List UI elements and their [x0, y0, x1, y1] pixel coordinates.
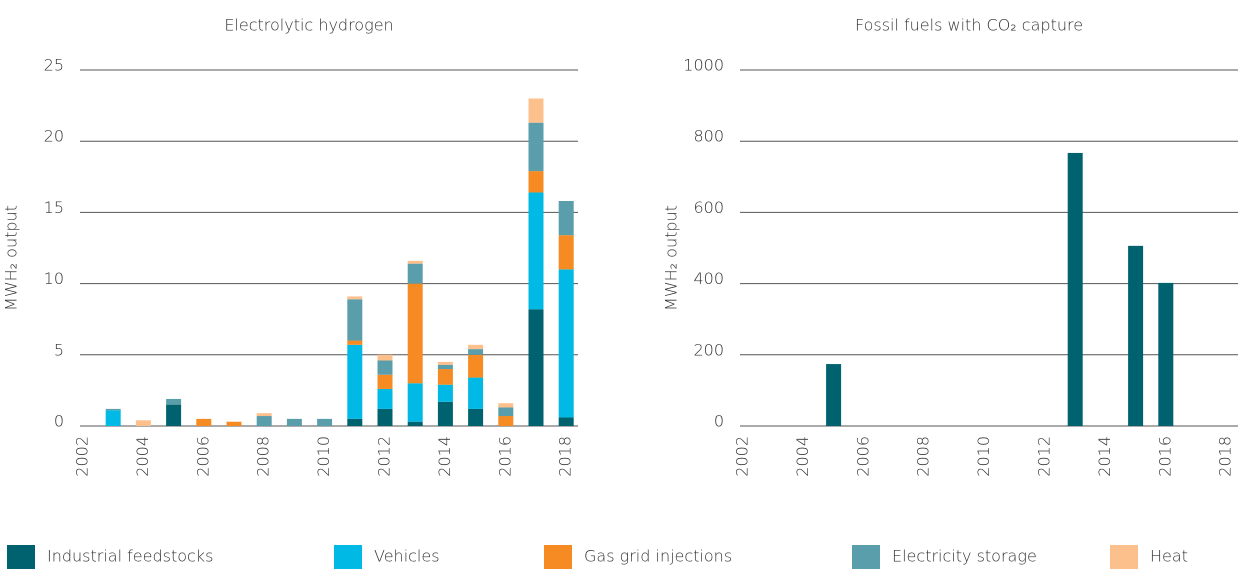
- bar-segment: [166, 398, 182, 405]
- x-tick-label: 2010: [314, 436, 333, 477]
- bar-segment: [407, 283, 423, 384]
- bar-segment: [105, 410, 121, 426]
- bar-segment: [528, 192, 544, 310]
- bar-segment: [437, 401, 453, 426]
- bar-segment: [498, 407, 514, 417]
- x-tick-label: 2002: [733, 436, 752, 477]
- bar-segment: [528, 309, 544, 426]
- y-tick-label: 25: [44, 56, 64, 75]
- y-axis-label: MWH₂ output: [2, 205, 21, 311]
- y-tick-label: 800: [693, 127, 724, 146]
- bar-segment: [347, 418, 363, 426]
- x-tick-label: 2018: [556, 436, 575, 477]
- y-tick-label: 1000: [683, 56, 724, 75]
- y-tick-label: 15: [44, 198, 64, 217]
- legend-label: Heat: [1150, 547, 1188, 566]
- chart-title: Electrolytic hydrogen: [224, 16, 393, 35]
- x-tick-label: 2016: [1155, 436, 1174, 477]
- bar-segment: [317, 418, 333, 426]
- bar: [1067, 152, 1083, 426]
- bar-segment: [407, 421, 423, 426]
- bar-segment: [437, 364, 453, 370]
- bar-segment: [468, 349, 484, 355]
- legend-swatch: [1110, 545, 1138, 569]
- legend-swatch: [7, 545, 35, 569]
- bar-segment: [377, 374, 393, 389]
- bar: [1158, 282, 1174, 426]
- x-tick-label: 2006: [193, 436, 212, 477]
- y-tick-label: 20: [44, 127, 64, 146]
- legend-label: Gas grid injections: [584, 547, 732, 566]
- x-tick-label: 2012: [375, 436, 394, 477]
- bar-segment: [558, 235, 574, 270]
- bar-segment: [468, 354, 484, 378]
- bar-segment: [558, 417, 574, 426]
- y-axis-label: MWH₂ output: [662, 205, 681, 311]
- bar-segment: [437, 361, 453, 365]
- bar-segment: [377, 388, 393, 409]
- bar-segment: [135, 420, 151, 426]
- bar-segment: [528, 98, 544, 123]
- legend-label: Vehicles: [374, 547, 440, 566]
- bar-segment: [498, 403, 514, 408]
- bar-segment: [498, 416, 514, 426]
- bar: [826, 364, 842, 426]
- bar-segment: [528, 171, 544, 193]
- x-tick-label: 2004: [793, 436, 812, 477]
- bar-segment: [377, 360, 393, 375]
- bar-segment: [528, 122, 544, 172]
- y-tick-label: 10: [44, 269, 64, 288]
- bar-segment: [437, 384, 453, 402]
- y-tick-label: 200: [693, 340, 724, 359]
- bar-segment: [256, 416, 272, 426]
- bar: [1128, 245, 1144, 426]
- bar-segment: [226, 421, 242, 426]
- bar-segment: [468, 377, 484, 409]
- chart-title: Fossil fuels with CO₂ capture: [855, 16, 1083, 35]
- legend-label: Industrial feedstocks: [47, 547, 213, 566]
- x-tick-label: 2014: [435, 436, 454, 477]
- x-tick-label: 2008: [914, 436, 933, 477]
- x-tick-label: 2014: [1095, 436, 1114, 477]
- bar-segment: [407, 260, 423, 264]
- x-tick-label: 2010: [974, 436, 993, 477]
- x-tick-label: 2004: [133, 436, 152, 477]
- bar-segment: [468, 408, 484, 426]
- bar-segment: [196, 418, 212, 426]
- bar-segment: [468, 344, 484, 350]
- bar-segment: [347, 296, 363, 300]
- legend-swatch: [852, 545, 880, 569]
- bar-segment: [166, 404, 182, 426]
- bar-segment: [558, 201, 574, 236]
- bar-segment: [286, 418, 302, 426]
- x-tick-label: 2016: [495, 436, 514, 477]
- bar-segment: [347, 344, 363, 419]
- bar-segment: [558, 269, 574, 418]
- legend-label: Electricity storage: [892, 547, 1037, 566]
- bar-segment: [347, 299, 363, 341]
- y-tick-label: 600: [693, 198, 724, 217]
- bar-segment: [377, 354, 393, 361]
- x-tick-label: 2002: [73, 436, 92, 477]
- legend-swatch: [544, 545, 572, 569]
- y-tick-label: 400: [693, 269, 724, 288]
- x-tick-label: 2008: [254, 436, 273, 477]
- x-tick-label: 2018: [1216, 436, 1235, 477]
- bar-segment: [407, 263, 423, 284]
- legend-swatch: [334, 545, 362, 569]
- y-tick-label: 5: [54, 340, 64, 359]
- bar-segment: [377, 408, 393, 426]
- x-tick-label: 2012: [1035, 436, 1054, 477]
- y-tick-label: 0: [714, 412, 724, 431]
- bar-segment: [105, 408, 121, 411]
- bar-segment: [347, 340, 363, 345]
- bar-segment: [407, 383, 423, 422]
- bar-segment: [437, 369, 453, 385]
- bar-segment: [256, 413, 272, 417]
- y-tick-label: 0: [54, 412, 64, 431]
- x-tick-label: 2006: [853, 436, 872, 477]
